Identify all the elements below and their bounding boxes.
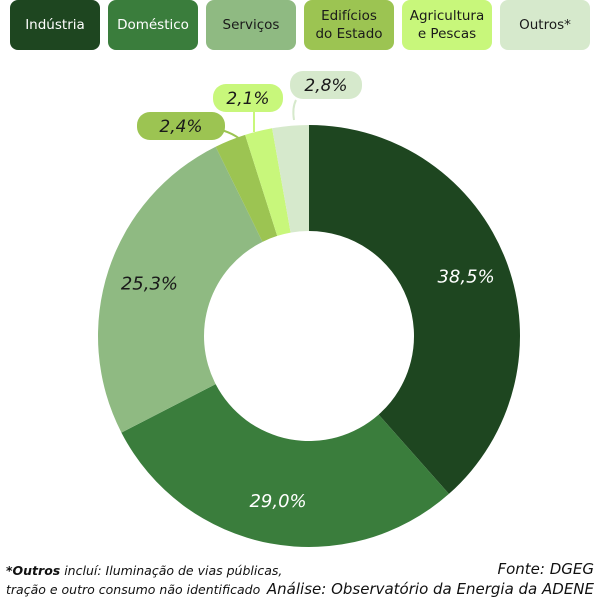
legend-item: Serviços <box>206 0 296 50</box>
source-line: Fonte: DGEG <box>497 560 594 578</box>
legend-item: Indústria <box>10 0 100 50</box>
footnote-bold: *Outros <box>6 563 61 578</box>
legend-item: Agricultura e Pescas <box>402 0 492 50</box>
footnote-text: incluí: Iluminação de vias públicas, <box>60 563 283 578</box>
data-label: 38,5% <box>437 266 494 287</box>
callout-arrow <box>292 99 297 121</box>
donut-slice <box>98 146 263 433</box>
donut-slice <box>121 384 449 547</box>
source: Fonte: DGEG Análise: Observatório da Ene… <box>267 559 594 599</box>
analysis-line: Análise: Observatório da Energia da ADEN… <box>266 580 594 598</box>
callout-box <box>290 71 362 99</box>
callout-box <box>137 112 225 140</box>
data-label: 2,4% <box>159 117 202 137</box>
callout-arrow <box>204 127 241 140</box>
donut-slice <box>272 125 309 233</box>
donut-slice <box>215 134 278 242</box>
data-label: 25,3% <box>121 273 178 294</box>
legend-item: Edifícios do Estado <box>304 0 394 50</box>
legend: Indústria Doméstico Serviços Edifícios do E… <box>10 0 590 50</box>
callout-box <box>213 84 283 112</box>
legend-item: Doméstico <box>108 0 198 50</box>
footnote: *Outros incluí: Iluminação de vias públi… <box>6 561 282 599</box>
data-label: 29,0% <box>249 491 306 512</box>
donut-slice <box>245 128 291 236</box>
footnote-line2: tração e outro consumo não identificado <box>6 582 261 597</box>
donut-slice <box>309 125 521 494</box>
data-label: 2,8% <box>304 76 347 96</box>
legend-item: Outros* <box>500 0 590 50</box>
data-label: 2,1% <box>226 89 269 109</box>
